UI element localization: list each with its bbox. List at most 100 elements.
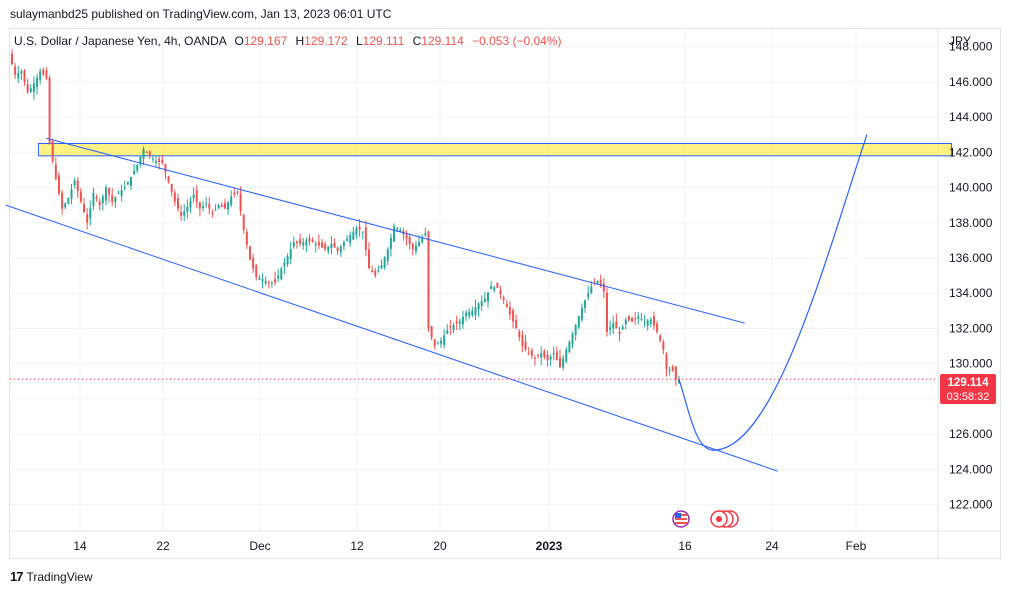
candle-body <box>151 158 154 160</box>
candle-body <box>252 257 255 269</box>
candle-body <box>223 202 226 209</box>
candle-body <box>662 341 665 350</box>
candle-body <box>656 323 659 332</box>
candle-body <box>76 180 79 192</box>
price-tick-label: 124.000 <box>949 462 993 476</box>
tradingview-logo-icon: 17 <box>10 569 24 584</box>
candle-body <box>233 192 236 195</box>
resistance-zone <box>37 142 952 157</box>
candle-body <box>546 354 549 361</box>
candle-body <box>48 77 51 144</box>
candle-body <box>145 151 148 153</box>
candle-body <box>361 231 364 233</box>
candle-body <box>396 228 399 230</box>
candle-body <box>571 333 574 345</box>
candle-body <box>424 233 427 236</box>
candle-body <box>499 290 502 295</box>
candle-body <box>208 203 211 209</box>
candle-body <box>117 192 120 194</box>
candle-body <box>26 84 29 93</box>
badge-background <box>940 374 996 404</box>
candle-body <box>167 176 170 183</box>
price-tick-label: 144.000 <box>949 110 993 124</box>
chart-legend: U.S. Dollar / Japanese Yen, 4h, OANDA O1… <box>14 34 562 48</box>
candle-body <box>98 201 101 206</box>
candle-body <box>95 197 98 199</box>
candle-body <box>352 231 355 240</box>
time-tick-label: 20 <box>433 539 447 553</box>
candle-body <box>189 200 192 208</box>
candle-body <box>267 282 270 284</box>
time-tick-label: Feb <box>846 539 867 553</box>
candle-body <box>643 321 646 323</box>
time-tick-label: 16 <box>678 539 692 553</box>
candle-body <box>486 292 489 302</box>
candle-body <box>449 326 452 328</box>
candle-body <box>314 243 317 246</box>
price-tick-label: 140.000 <box>949 181 993 195</box>
legend-c-label: C <box>413 34 422 48</box>
channel-upper-line <box>46 137 745 324</box>
candle-body <box>411 244 414 250</box>
candle-body <box>321 242 324 248</box>
candle-body <box>562 358 565 368</box>
candle-body <box>339 246 342 253</box>
candle-body <box>70 189 73 199</box>
candle-body <box>327 246 330 252</box>
candle-body <box>214 209 217 211</box>
candle-body <box>126 182 129 185</box>
event-dot <box>716 516 722 522</box>
candle-body <box>631 317 634 322</box>
candle-body <box>430 326 433 338</box>
candle-body <box>640 318 643 320</box>
candle-body <box>502 297 505 301</box>
candle-body <box>89 207 92 219</box>
candle-body <box>452 324 455 330</box>
candle-body <box>292 242 295 247</box>
us-flag-event-icon <box>672 510 690 528</box>
candle-body <box>493 287 496 291</box>
candle-body <box>386 249 389 262</box>
drawings <box>5 134 938 472</box>
candle-body <box>627 315 630 321</box>
candle-body <box>324 243 327 250</box>
candle-body <box>148 151 151 156</box>
candle-body <box>540 353 543 358</box>
candle-body <box>302 242 305 246</box>
candle-body <box>42 69 45 75</box>
footer-brand: TradingView <box>26 569 93 584</box>
candle-body <box>245 231 248 245</box>
candle-body <box>577 316 580 328</box>
candle-body <box>39 71 42 81</box>
candle-body <box>427 231 430 329</box>
candle-body <box>649 319 652 324</box>
candle-body <box>280 268 283 280</box>
price-tick-label: 134.000 <box>949 286 993 300</box>
time-tick-label: 22 <box>156 539 170 553</box>
candle-body <box>637 316 640 320</box>
candle-body <box>286 256 289 265</box>
candle-body <box>270 282 273 284</box>
svg-text:U.S. Dollar / Japanese Yen, 4h: U.S. Dollar / Japanese Yen, 4h, OANDA O1… <box>14 34 562 48</box>
candle-body <box>615 321 618 329</box>
flag-stripe <box>675 522 687 524</box>
candle-body <box>358 226 361 230</box>
candle-body <box>533 357 536 359</box>
candle-body <box>602 283 605 292</box>
candle-body <box>490 286 493 290</box>
candle-body <box>54 164 57 179</box>
candle-body <box>36 77 39 87</box>
footer[interactable]: 17 TradingView <box>10 569 93 584</box>
candle-body <box>659 335 662 341</box>
candle-body <box>308 238 311 242</box>
candle-body <box>133 170 136 175</box>
price-tick-label: 122.000 <box>949 498 993 512</box>
candle-body <box>393 226 396 242</box>
candle-body <box>108 188 111 195</box>
price-axis: 122.000124.000126.000128.000130.000132.0… <box>949 40 993 512</box>
legend-high: 129.172 <box>304 34 348 48</box>
candle-body <box>505 303 508 308</box>
chart-frame <box>9 28 1001 559</box>
candle-body <box>646 320 649 326</box>
